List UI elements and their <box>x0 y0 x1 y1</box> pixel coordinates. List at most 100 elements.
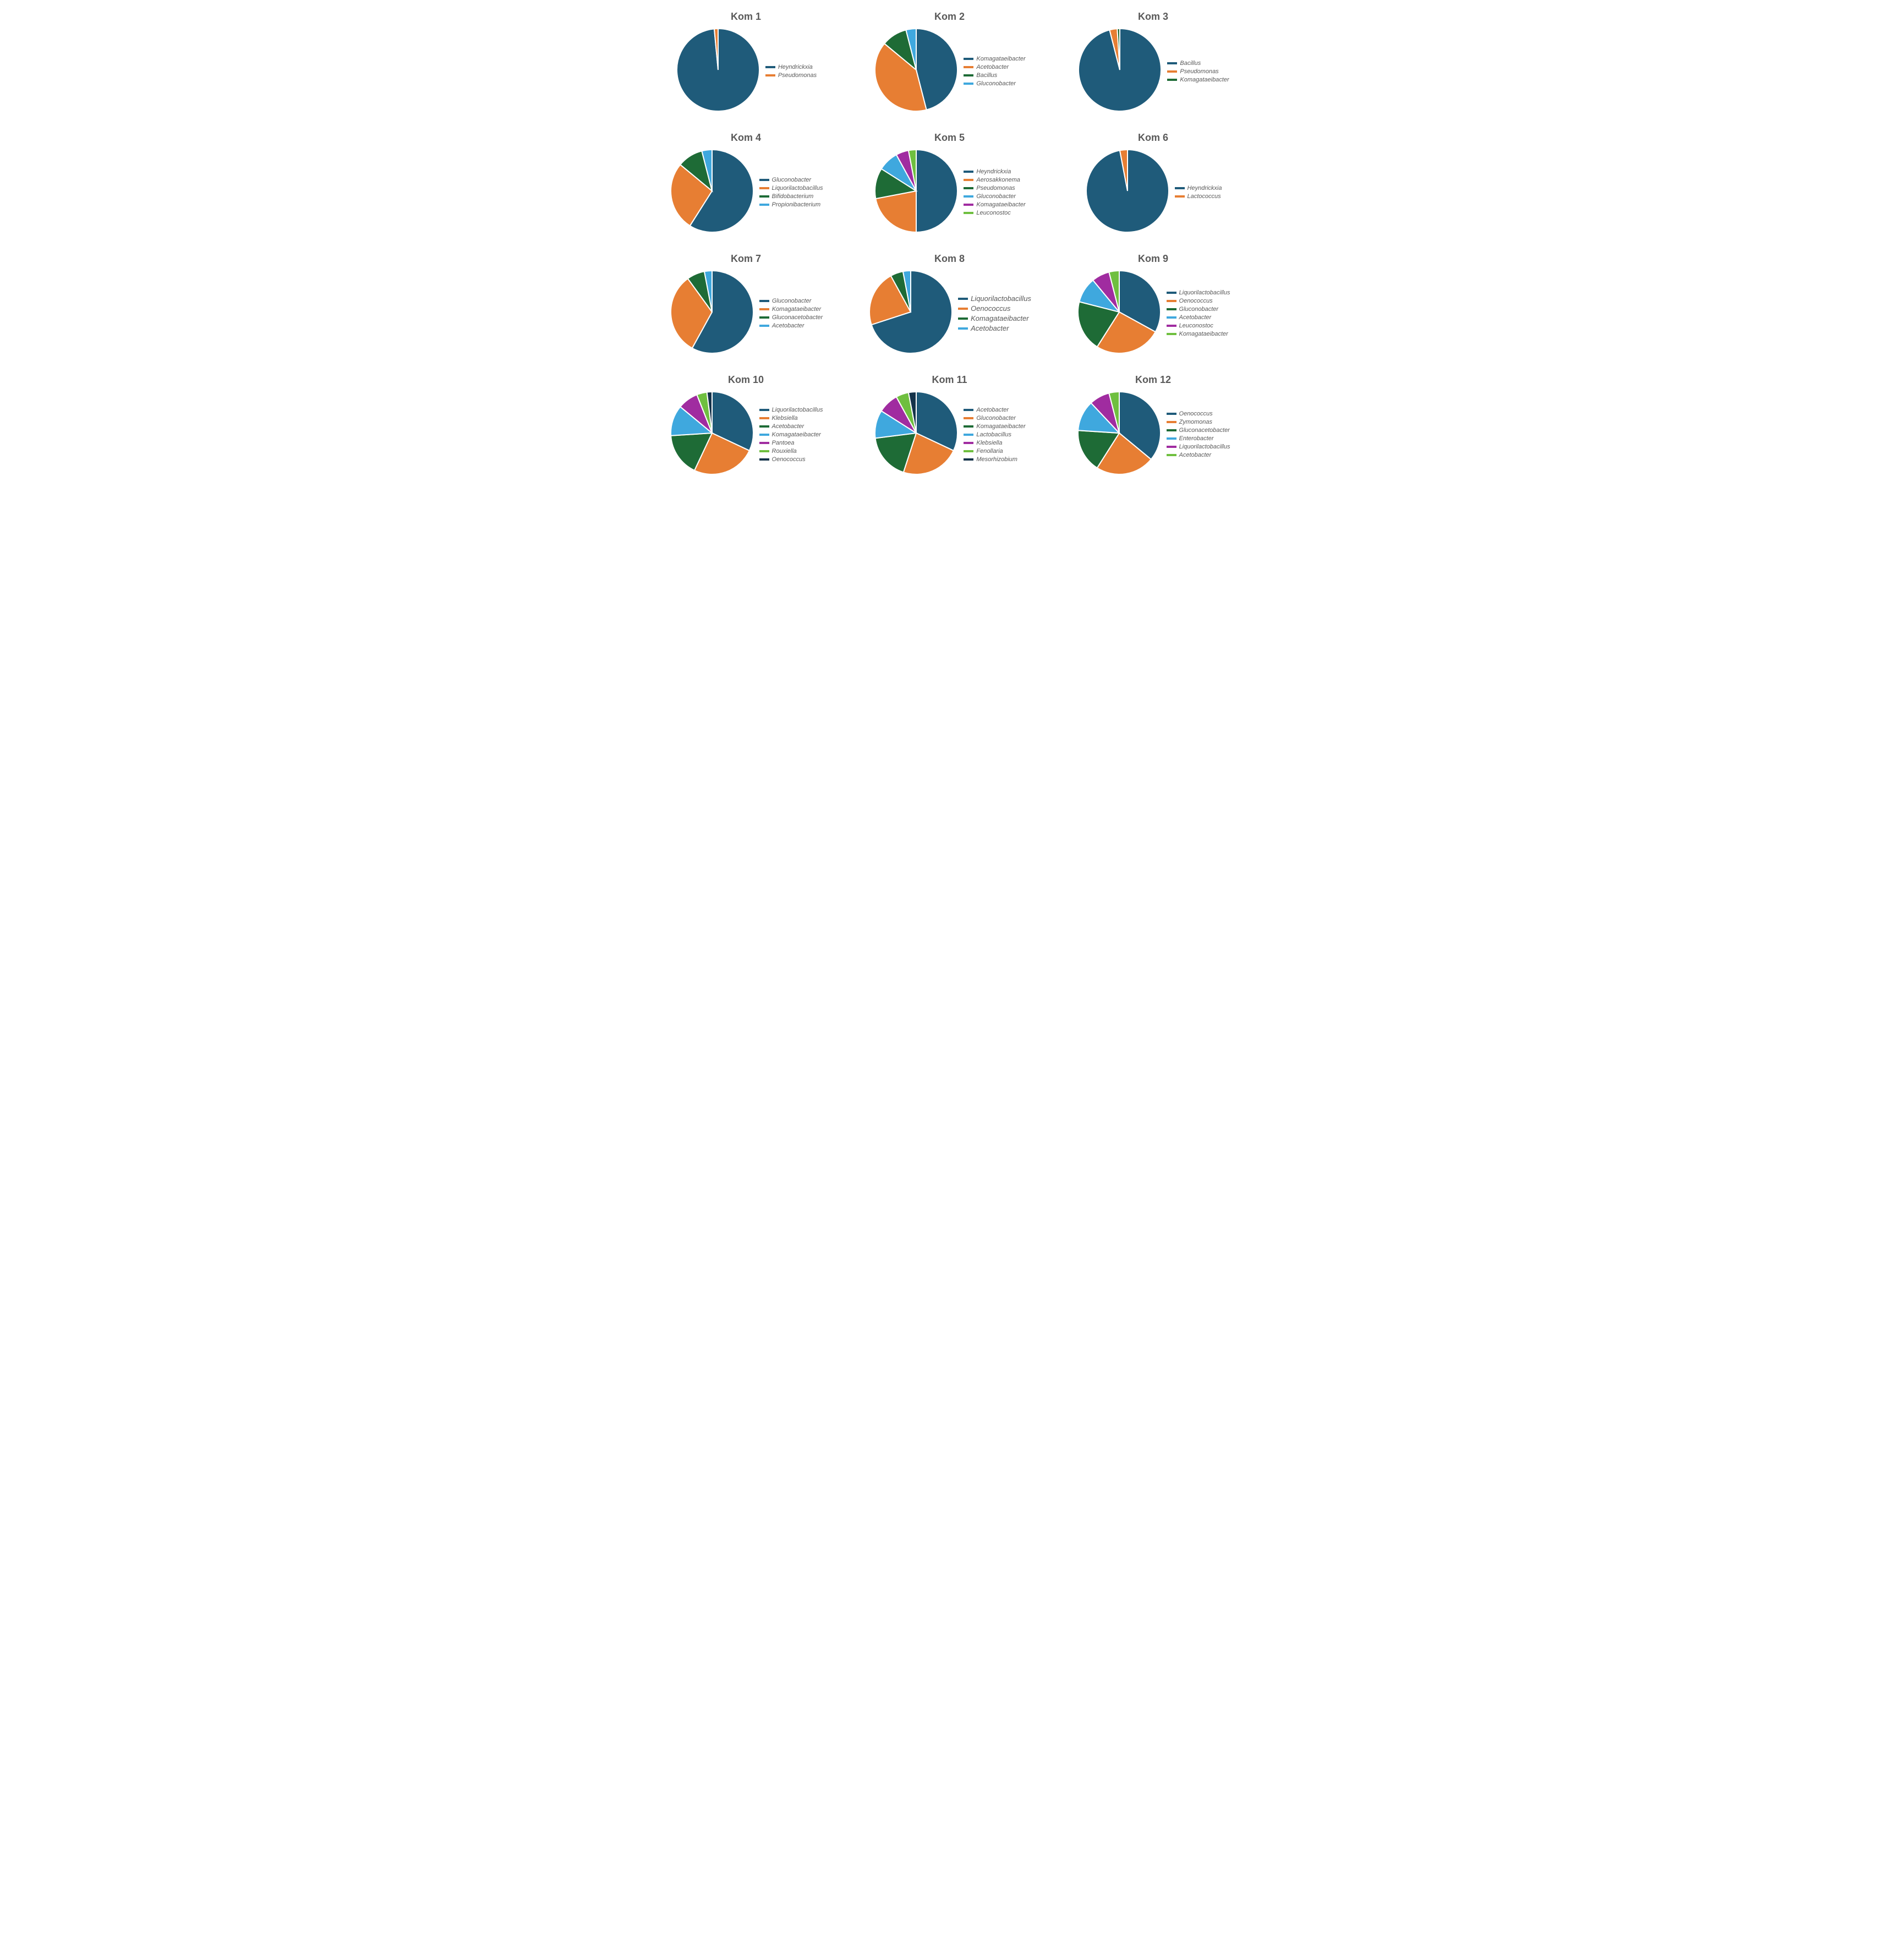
legend-swatch <box>1175 195 1185 198</box>
chart-title: Kom 9 <box>1138 253 1168 265</box>
legend-swatch <box>765 66 775 68</box>
legend-item: Liquorilactobacillus <box>958 294 1031 303</box>
legend-item: Lactobacillus <box>964 431 1025 438</box>
legend-label: Heyndrickxia <box>1187 185 1222 191</box>
pie-wrap <box>873 27 959 116</box>
legend-swatch <box>1167 437 1176 440</box>
legend-label: Fenollaria <box>976 448 1003 455</box>
pie-wrap <box>1076 390 1162 479</box>
legend-item: Acetobacter <box>964 64 1025 70</box>
legend-swatch <box>759 450 769 452</box>
legend-label: Gluconacetobacter <box>772 314 823 321</box>
legend-item: Komagataeibacter <box>958 314 1031 322</box>
panel-kom-3: Kom 3BacillusPseudomonasKomagataeibacter <box>1054 11 1252 116</box>
chart-body: Oenococcus Zymomonas GluconacetobacterEnte… <box>1054 390 1252 479</box>
legend-swatch <box>964 450 973 452</box>
legend-label: Pantoea <box>772 440 795 446</box>
pie-wrap <box>669 390 755 479</box>
legend-swatch <box>1167 300 1176 302</box>
legend-swatch <box>1167 292 1176 294</box>
pie-chart <box>873 390 959 476</box>
legend-swatch <box>964 58 973 60</box>
chart-title: Kom 1 <box>731 11 761 23</box>
legend-swatch <box>1167 325 1176 327</box>
legend-swatch <box>1167 413 1176 415</box>
legend-item: Acetobacter <box>1167 452 1230 458</box>
panel-kom-2: Kom 2 Komagataeibacter Acetobacter Bacillus… <box>851 11 1049 116</box>
panel-kom-5: Kom 5HeyndrickxiaAerosakkonemaPseudomona… <box>851 132 1049 237</box>
legend-label: Acetobacter <box>772 423 805 430</box>
panel-kom-6: Kom 6HeyndrickxiaLactococcus <box>1054 132 1252 237</box>
legend-item: Leuconostoc <box>964 210 1025 216</box>
legend-label: Lactococcus <box>1187 193 1221 200</box>
chart-body: Liquorilactobacillus Klebsiella Acetobacte… <box>647 390 845 479</box>
legend-swatch <box>759 434 769 436</box>
legend-item: Propionibacterium <box>759 201 823 208</box>
legend-label: Bacillus <box>976 72 997 79</box>
legend-label: Gluconobacter <box>976 80 1016 87</box>
pie-chart <box>1085 148 1170 234</box>
legend-label: Liquorilactobacillus <box>1179 289 1230 296</box>
legend-item: Komagataeibacter <box>964 423 1025 430</box>
legend-item: Oenococcus <box>1167 298 1230 304</box>
legend-swatch <box>1167 70 1177 73</box>
legend-item: Pseudomonas <box>765 72 817 79</box>
legend-swatch <box>759 325 769 327</box>
legend-swatch <box>964 425 973 428</box>
legend-label: Oenococcus <box>772 456 806 463</box>
panel-kom-8: Kom 8LiquorilactobacillusOenococcusKomag… <box>851 253 1049 358</box>
chart-title: Kom 7 <box>731 253 761 265</box>
pie-chart <box>669 390 755 476</box>
legend-item: Liquorilactobacillus <box>1167 444 1230 450</box>
panel-kom-10: Kom 10LiquorilactobacillusKlebsiellaAcet… <box>647 374 845 479</box>
panel-kom-9: Kom 9LiquorilactobacillusOenococcusGluco… <box>1054 253 1252 358</box>
legend-label: Zymomonas <box>1179 419 1213 425</box>
legend-label: Oenococcus <box>1179 298 1213 304</box>
legend-swatch <box>1175 187 1185 189</box>
legend-item: Leuconostoc <box>1167 322 1230 329</box>
legend-swatch <box>765 74 775 76</box>
legend-label: Gluconobacter <box>976 415 1016 421</box>
legend-item: Pseudomonas <box>964 185 1025 191</box>
legend-label: Klebsiella <box>772 415 798 421</box>
legend-item: Heyndrickxia <box>964 168 1025 175</box>
legend-item: Gluconacetobacter <box>1167 427 1230 434</box>
chart-body: GluconobacterLiquorilactobacillusBifidob… <box>647 148 845 237</box>
legend-swatch <box>759 179 769 181</box>
legend-label: Oenococcus <box>1179 410 1213 417</box>
legend-item: Gluconobacter <box>759 298 823 304</box>
legend-item: Oenococcus <box>958 304 1031 313</box>
legend-item: Liquorilactobacillus <box>759 407 823 413</box>
legend-item: Rouxiella <box>759 448 823 455</box>
chart-body: GluconobacterKomagataeibacterGluconaceto… <box>647 269 845 358</box>
legend-label: Liquorilactobacillus <box>772 185 823 191</box>
chart-title: Kom 4 <box>731 132 761 144</box>
pie-wrap <box>1076 269 1162 358</box>
legend-item: Bacillus <box>1167 60 1229 67</box>
pie-chart <box>1077 27 1163 113</box>
legend-swatch <box>1167 79 1177 81</box>
legend-swatch <box>759 458 769 461</box>
legend-label: Pseudomonas <box>1180 68 1218 75</box>
legend-item: Komagataeibacter <box>964 56 1025 62</box>
legend-label: Bifidobacterium <box>772 193 814 200</box>
pie-chart <box>1076 269 1162 355</box>
chart-body: LiquorilactobacillusOenococcusGluconobac… <box>1054 269 1252 358</box>
legend-swatch <box>1167 454 1176 456</box>
legend-item: Acetobacter <box>1167 314 1230 321</box>
legend-swatch <box>964 195 973 198</box>
pie-wrap <box>669 269 755 358</box>
legend-label: Bacillus <box>1180 60 1201 67</box>
legend-label: Komagataeibacter <box>772 431 821 438</box>
legend-label: Oenococcus <box>971 304 1010 313</box>
legend-label: Liquorilactobacillus <box>971 294 1031 303</box>
legend: Komagataeibacter Acetobacter BacillusGluco… <box>964 56 1025 87</box>
pie-wrap <box>675 27 761 116</box>
legend-label: Acetobacter <box>976 407 1009 413</box>
legend-label: Enterobacter <box>1179 435 1214 442</box>
legend: LiquorilactobacillusOenococcusKomagataei… <box>958 294 1031 332</box>
legend-swatch <box>964 83 973 85</box>
chart-title: Kom 2 <box>934 11 965 23</box>
legend-swatch <box>1167 62 1177 64</box>
legend-label: Komagataeibacter <box>976 201 1025 208</box>
